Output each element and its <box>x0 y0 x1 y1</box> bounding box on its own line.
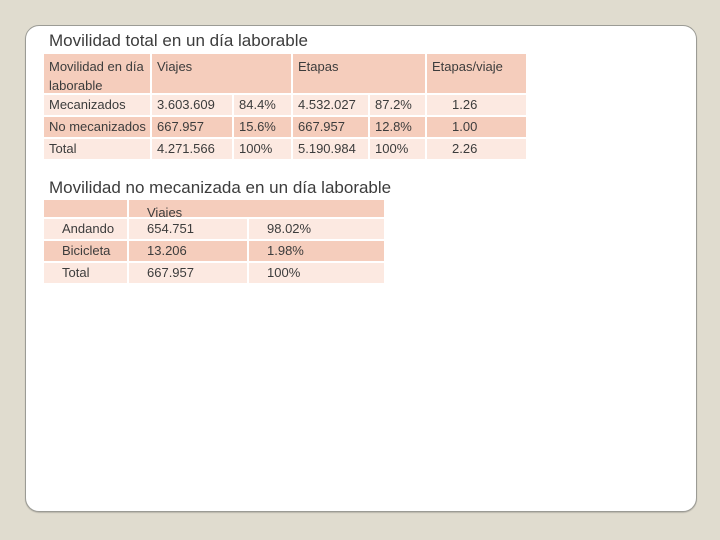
mobility-total-table: Movilidad en día laborable Viajes Etapas… <box>44 54 526 159</box>
table2-header-viajes: Viajes <box>129 200 384 217</box>
table1-header-etapas-por-viaje: Etapas/viaje <box>427 54 526 93</box>
table1-header-etapas: Etapas <box>293 54 425 93</box>
table1-row3-viajes: 4.271.566 <box>152 139 232 159</box>
table2-row2-viajes: 13.206 <box>129 241 247 261</box>
table1-row1-etapas-por-viaje: 1.26 <box>427 95 526 115</box>
table1-row2-etapas-por-viaje: 1.00 <box>427 117 526 137</box>
table1-row1-etapas: 4.532.027 <box>293 95 368 115</box>
table1-row3-label: Total <box>44 139 150 159</box>
table1-row2-etapas: 667.957 <box>293 117 368 137</box>
table2-header-empty <box>44 200 127 217</box>
section1-title: Movilidad total en un día laborable <box>49 31 308 50</box>
mobility-nonmechanized-table: Viajes Andando 654.751 98.02% Bicicleta … <box>44 200 384 283</box>
table2-row2-label: Bicicleta <box>44 241 127 261</box>
table2-row3-label: Total <box>44 263 127 283</box>
table1-row2-viajes-pct: 15.6% <box>234 117 291 137</box>
table1-row3-viajes-pct: 100% <box>234 139 291 159</box>
table1-row3-etapas-por-viaje: 2.26 <box>427 139 526 159</box>
slide-content-panel: Movilidad total en un día laborable Movi… <box>25 25 697 512</box>
table1-row1-etapas-pct: 87.2% <box>370 95 425 115</box>
table1-row1-viajes: 3.603.609 <box>152 95 232 115</box>
table1-row2-etapas-pct: 12.8% <box>370 117 425 137</box>
table1-header-rowhead: Movilidad en día laborable <box>44 54 150 93</box>
table2-row2-pct: 1.98% <box>249 241 384 261</box>
table1-header-viajes: Viajes <box>152 54 291 93</box>
table1-row2-label: No mecanizados <box>44 117 150 137</box>
table2-row3-pct: 100% <box>249 263 384 283</box>
table1-row3-etapas: 5.190.984 <box>293 139 368 159</box>
table1-row2-viajes: 667.957 <box>152 117 232 137</box>
table2-row1-label: Andando <box>44 219 127 239</box>
section2-title: Movilidad no mecanizada en un día labora… <box>49 178 392 197</box>
table1-row3-etapas-pct: 100% <box>370 139 425 159</box>
table1-row1-viajes-pct: 84.4% <box>234 95 291 115</box>
table2-row1-viajes: 654.751 <box>129 219 247 239</box>
table1-row1-label: Mecanizados <box>44 95 150 115</box>
table2-row3-viajes: 667.957 <box>129 263 247 283</box>
table2-row1-pct: 98.02% <box>249 219 384 239</box>
